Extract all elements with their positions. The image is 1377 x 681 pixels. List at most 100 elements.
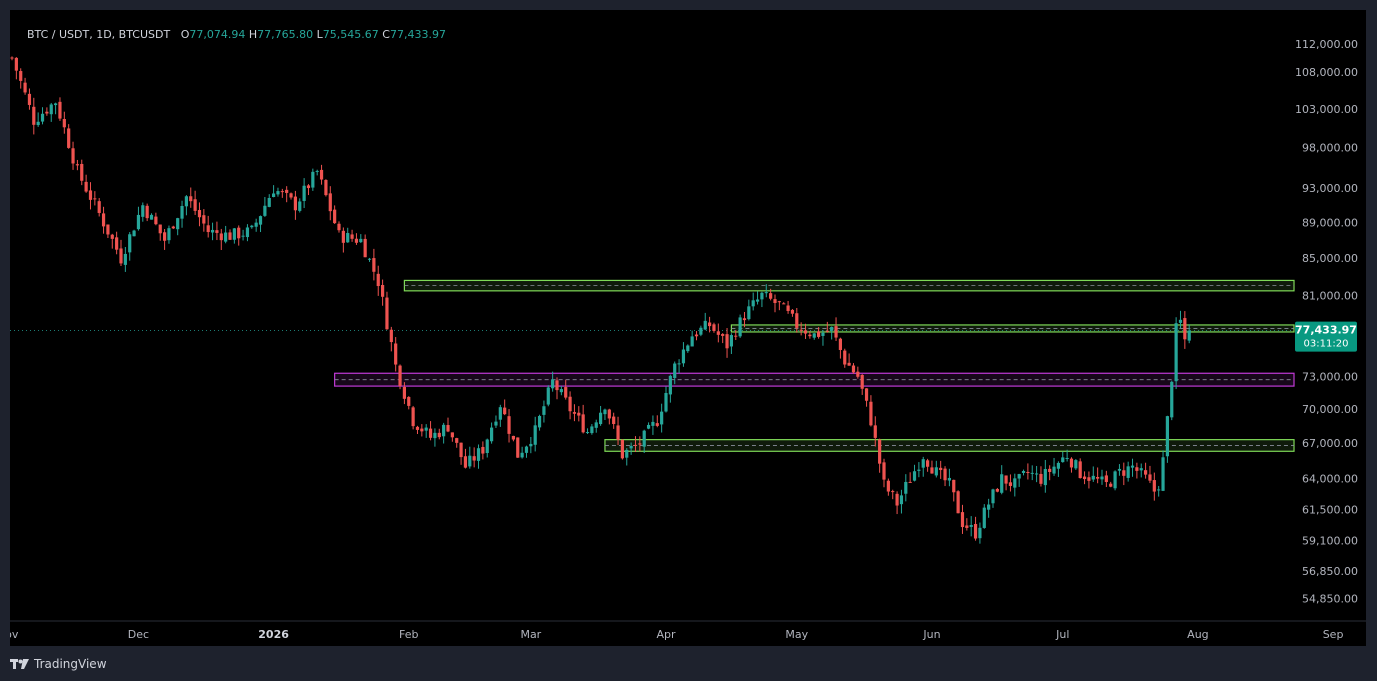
candle[interactable] bbox=[394, 337, 398, 372]
candle[interactable] bbox=[995, 487, 999, 493]
candle[interactable] bbox=[428, 421, 433, 441]
candle[interactable] bbox=[1183, 311, 1187, 349]
candle[interactable] bbox=[703, 312, 707, 331]
candle[interactable] bbox=[14, 57, 18, 80]
candle[interactable] bbox=[67, 124, 71, 149]
candle[interactable] bbox=[1004, 475, 1008, 491]
candle[interactable] bbox=[686, 344, 690, 353]
candle[interactable] bbox=[359, 234, 363, 244]
candle[interactable] bbox=[136, 206, 141, 231]
candle[interactable] bbox=[158, 224, 162, 241]
candle[interactable] bbox=[1187, 324, 1191, 344]
candle[interactable] bbox=[882, 458, 886, 488]
candle[interactable] bbox=[559, 385, 563, 396]
candle[interactable] bbox=[537, 414, 542, 431]
candle[interactable] bbox=[568, 391, 572, 420]
candle[interactable] bbox=[668, 374, 672, 403]
candle[interactable] bbox=[1109, 481, 1113, 488]
candle[interactable] bbox=[289, 192, 293, 200]
candle[interactable] bbox=[45, 107, 49, 116]
candle[interactable] bbox=[873, 416, 877, 447]
candle[interactable] bbox=[381, 279, 385, 306]
candle[interactable] bbox=[459, 442, 463, 465]
candle[interactable] bbox=[507, 409, 511, 443]
candle[interactable] bbox=[472, 447, 476, 468]
candle[interactable] bbox=[1048, 465, 1052, 481]
candle[interactable] bbox=[88, 182, 93, 210]
tradingview-logo-icon[interactable] bbox=[10, 658, 30, 670]
candle[interactable] bbox=[1056, 461, 1060, 477]
candle[interactable] bbox=[1113, 470, 1117, 491]
candle[interactable] bbox=[912, 464, 917, 482]
candle[interactable] bbox=[734, 330, 738, 340]
candle[interactable] bbox=[276, 187, 280, 197]
candle[interactable] bbox=[524, 445, 529, 458]
candle[interactable] bbox=[75, 159, 79, 171]
candle[interactable] bbox=[917, 462, 921, 478]
candle[interactable] bbox=[485, 438, 489, 458]
candle[interactable] bbox=[298, 198, 302, 213]
candle[interactable] bbox=[1017, 473, 1021, 487]
candle[interactable] bbox=[463, 448, 468, 469]
candle[interactable] bbox=[1074, 459, 1078, 470]
candle[interactable] bbox=[149, 213, 154, 220]
candle[interactable] bbox=[446, 417, 450, 433]
candle[interactable] bbox=[542, 400, 546, 423]
candle[interactable] bbox=[71, 141, 75, 170]
candle[interactable] bbox=[315, 169, 319, 176]
candle[interactable] bbox=[856, 366, 860, 379]
candle[interactable] bbox=[886, 478, 890, 496]
candle[interactable] bbox=[19, 68, 23, 89]
candle[interactable] bbox=[1052, 457, 1056, 476]
candle[interactable] bbox=[747, 299, 751, 321]
candle[interactable] bbox=[415, 425, 420, 435]
candle[interactable] bbox=[219, 228, 223, 250]
candle[interactable] bbox=[267, 194, 271, 208]
candle[interactable] bbox=[760, 291, 764, 308]
candle[interactable] bbox=[494, 415, 498, 429]
candle[interactable] bbox=[171, 225, 175, 230]
candle[interactable] bbox=[23, 77, 27, 95]
candle[interactable] bbox=[642, 429, 646, 453]
candle[interactable] bbox=[389, 326, 393, 352]
candle[interactable] bbox=[442, 422, 446, 444]
candle[interactable] bbox=[934, 460, 938, 478]
candle[interactable] bbox=[921, 456, 925, 477]
candle[interactable] bbox=[62, 111, 66, 134]
candle[interactable] bbox=[293, 190, 297, 220]
candle[interactable] bbox=[319, 164, 324, 185]
candle[interactable] bbox=[533, 416, 537, 452]
candle[interactable] bbox=[333, 205, 337, 224]
candle[interactable] bbox=[633, 436, 638, 453]
candle[interactable] bbox=[210, 222, 215, 241]
candle[interactable] bbox=[272, 185, 276, 198]
candle[interactable] bbox=[973, 516, 978, 541]
candle[interactable] bbox=[40, 107, 45, 125]
candle[interactable] bbox=[721, 333, 725, 344]
candle[interactable] bbox=[612, 412, 616, 429]
candle[interactable] bbox=[128, 232, 132, 261]
candle[interactable] bbox=[1035, 465, 1039, 483]
candle[interactable] bbox=[516, 437, 520, 458]
candle[interactable] bbox=[952, 479, 956, 502]
candle[interactable] bbox=[991, 488, 995, 508]
candle[interactable] bbox=[36, 112, 40, 127]
candle[interactable] bbox=[10, 56, 14, 61]
candle[interactable] bbox=[843, 348, 847, 368]
candle[interactable] bbox=[263, 196, 267, 217]
candle[interactable] bbox=[184, 195, 188, 216]
candle[interactable] bbox=[947, 468, 951, 487]
candle[interactable] bbox=[594, 419, 598, 433]
candle[interactable] bbox=[324, 179, 328, 197]
candle[interactable] bbox=[599, 405, 603, 426]
candle[interactable] bbox=[851, 363, 856, 374]
candle[interactable] bbox=[930, 460, 934, 474]
candle[interactable] bbox=[1126, 461, 1130, 482]
candle[interactable] bbox=[956, 490, 960, 514]
candle[interactable] bbox=[206, 215, 210, 238]
candle[interactable] bbox=[123, 246, 127, 272]
candle[interactable] bbox=[1021, 469, 1026, 476]
candle[interactable] bbox=[1061, 451, 1065, 463]
candle[interactable] bbox=[241, 229, 245, 241]
candle[interactable] bbox=[224, 225, 228, 244]
